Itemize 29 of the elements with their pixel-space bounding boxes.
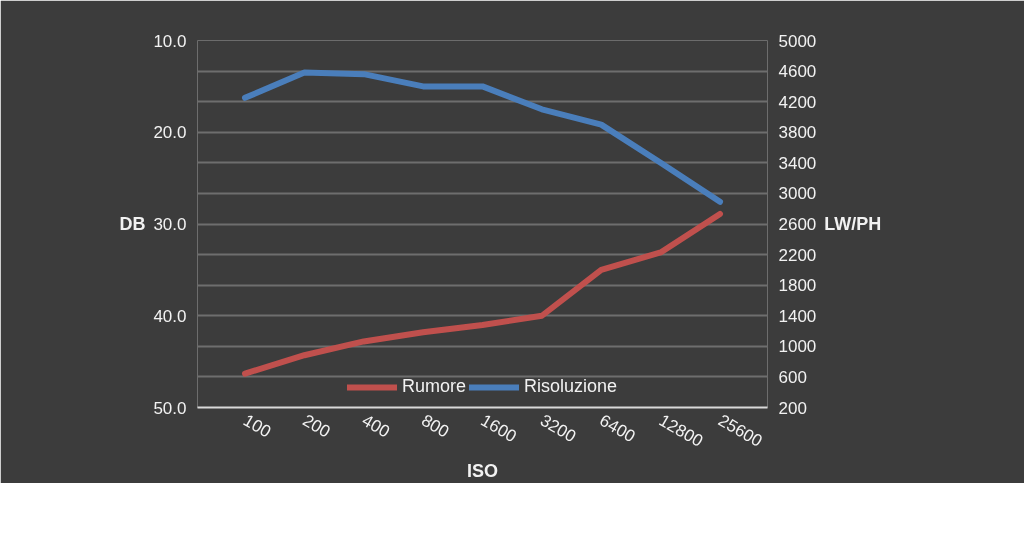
y2-axis-title: LW/PH — [824, 214, 882, 234]
y-axis-title: DB — [119, 214, 146, 234]
legend-label: Risoluzione — [523, 376, 618, 397]
y2-tick-label: 2600 — [778, 215, 817, 234]
y2-tick-label: 4200 — [778, 92, 817, 112]
y-tick-label: 10.0 — [153, 31, 187, 51]
y2-tick-label: 1000 — [778, 337, 817, 357]
x-tick-label: 3200 — [536, 410, 580, 447]
y2-tick-label: 1400 — [778, 306, 817, 326]
y-tick-label: 30.0 — [153, 215, 187, 234]
x-tick-label: 100 — [240, 410, 275, 442]
y-tick-label: 40.0 — [153, 306, 187, 326]
x-tick-label: 800 — [418, 410, 453, 442]
y-tick-label: 50.0 — [153, 398, 187, 418]
y2-tick-label: 3800 — [778, 123, 817, 143]
y2-tick-label: 2200 — [778, 245, 817, 265]
y2-tick-label: 1800 — [778, 276, 817, 296]
y2-tick-label: 600 — [778, 367, 807, 387]
x-tick-label: 6400 — [596, 410, 639, 447]
x-axis-title: ISO — [467, 460, 499, 481]
y2-tick-label: 5000 — [778, 31, 817, 51]
x-tick-label: 200 — [299, 410, 334, 442]
y2-tick-label: 3400 — [778, 153, 817, 173]
x-tick-label: 1600 — [477, 410, 520, 447]
y-tick-label: 20.0 — [153, 123, 187, 143]
y2-tick-label: 3000 — [778, 184, 817, 204]
y2-tick-label: 4600 — [778, 62, 817, 82]
legend-label: Rumore — [401, 376, 466, 397]
x-tick-label: 400 — [358, 410, 393, 442]
